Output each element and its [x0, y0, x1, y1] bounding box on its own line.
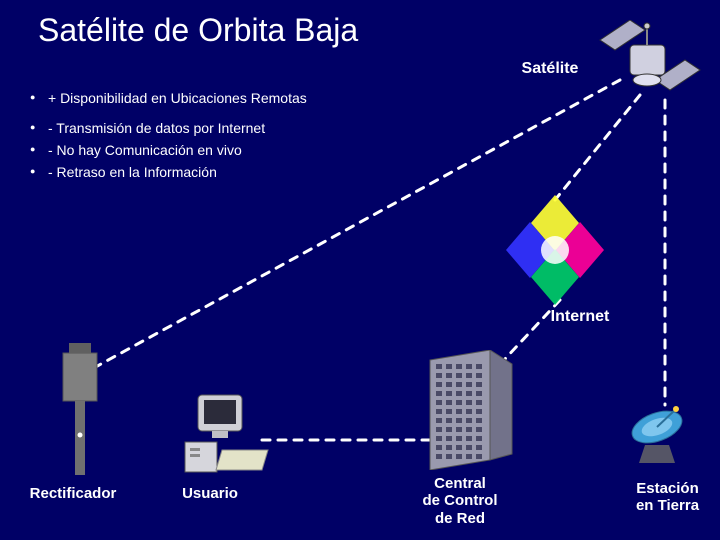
- control-center-label: Centralde Controlde Red: [400, 475, 520, 527]
- satellite-label: Satélite: [505, 60, 595, 78]
- rectifier-icon: [55, 335, 105, 475]
- bullet-item: - Transmisión de datos por Internet: [30, 120, 307, 136]
- rectifier-label: Rectificador: [18, 485, 128, 502]
- computer-icon: [180, 390, 270, 475]
- building-icon: [400, 350, 520, 470]
- bullet-list: + Disponibilidad en Ubicaciones Remotas -…: [30, 90, 307, 186]
- satellite-icon: [590, 20, 710, 110]
- dish-icon: [625, 405, 695, 465]
- internet-label: Internet: [540, 308, 620, 326]
- bullet-item: - No hay Comunicación en vivo: [30, 142, 307, 158]
- bullet-item: + Disponibilidad en Ubicaciones Remotas: [30, 90, 307, 106]
- user-label: Usuario: [165, 485, 255, 502]
- bullet-item: - Retraso en la Información: [30, 164, 307, 180]
- internet-icon: [500, 195, 610, 305]
- ground-station-label: Estaciónen Tierra: [620, 480, 715, 515]
- slide-title: Satélite de Orbita Baja: [38, 12, 358, 49]
